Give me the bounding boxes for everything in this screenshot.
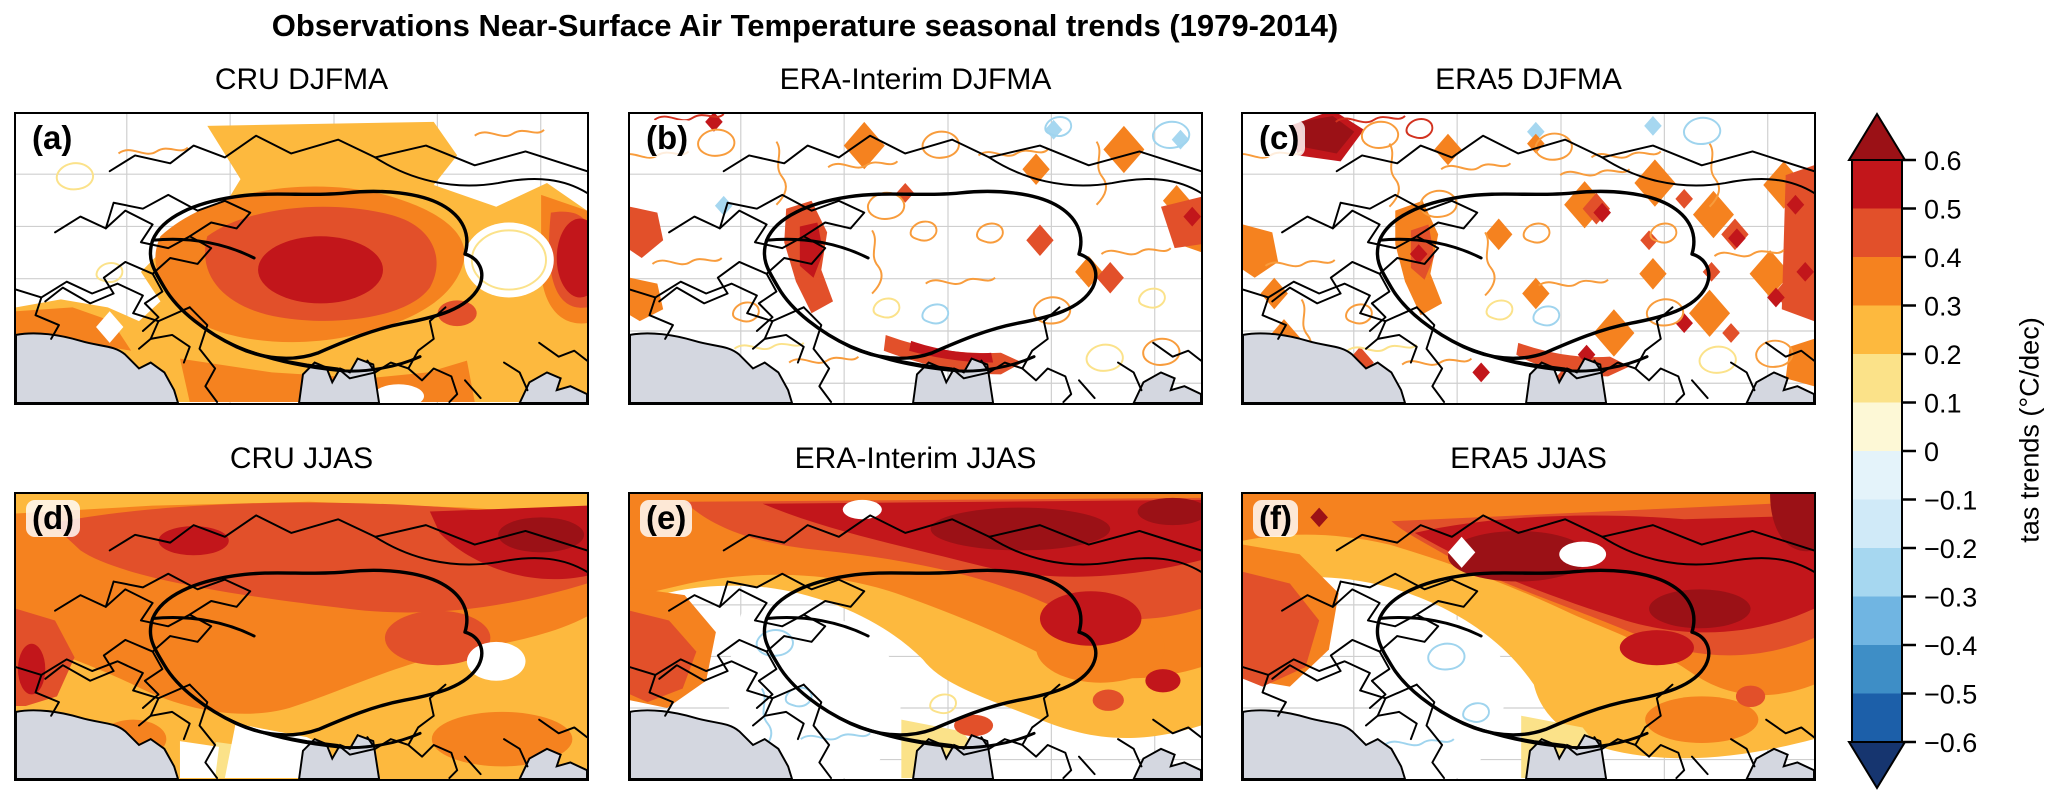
panel-title-f: ERA5 JJAS	[1450, 442, 1607, 475]
colorbar-segment	[1852, 257, 1902, 307]
colorbar-lower-arrow	[1847, 741, 1907, 790]
panel-a-map: (a)	[14, 112, 589, 405]
colorbar-tick-label-0.4: 0.4	[1924, 243, 1962, 273]
colorbar-segment	[1852, 693, 1902, 743]
colorbar-tick-label-−0.3: −0.3	[1924, 583, 1977, 613]
colorbar-segment	[1852, 305, 1902, 355]
colorbar-tick-label-0: 0	[1924, 437, 1939, 467]
panel-f-map: (f)	[1241, 492, 1816, 781]
colorbar-segment	[1852, 160, 1902, 210]
panel-e-map: (e)	[628, 492, 1203, 781]
panel-label-f: (f)	[1253, 500, 1298, 537]
colorbar-upper-arrow	[1847, 112, 1907, 161]
colorbar-axis-label: tas trends (°C/dec)	[2014, 317, 2045, 543]
panel-b-map: (b)	[628, 112, 1203, 405]
panel-title-a: CRU DJFMA	[214, 63, 389, 96]
panel-label-c: (c)	[1253, 120, 1306, 157]
panel-c-map: (c)	[1241, 112, 1816, 405]
colorbar-segment	[1852, 548, 1902, 598]
colorbar-segment	[1852, 451, 1902, 501]
colorbar-tick-label-−0.4: −0.4	[1924, 631, 1977, 661]
colorbar-segment	[1852, 596, 1902, 646]
panel-d-map: (d)	[14, 492, 589, 781]
contour-lines-blue	[921, 116, 1191, 325]
figure-title: Observations Near-Surface Air Temperatur…	[271, 8, 1339, 43]
panel-title-b: ERA-Interim DJFMA	[779, 63, 1052, 96]
colorbar-tick-label-0.5: 0.5	[1924, 195, 1962, 225]
colorbar-tick-label-0.3: 0.3	[1924, 292, 1962, 322]
colorbar-tick-label-−0.5: −0.5	[1924, 680, 1977, 710]
colorbar: 0.6 0.5 0.4 0.3 0.2 0.1 0 −0.1 −0.2 −0.3 −0.4 −0.5 −…	[1847, 112, 1977, 790]
colorbar-segment	[1852, 499, 1902, 549]
colorbar-segment	[1852, 208, 1902, 258]
colorbar-segment	[1852, 645, 1902, 695]
panel-label-e: (e)	[640, 500, 693, 537]
panel-title-d: CRU JJAS	[229, 442, 374, 475]
panel-label-b: (b)	[640, 120, 695, 157]
colorbar-tick-label-−0.2: −0.2	[1924, 534, 1977, 564]
colorbar-tick-label-0.2: 0.2	[1924, 340, 1962, 370]
panel-title-c: ERA5 DJFMA	[1435, 63, 1622, 96]
panel-title-e: ERA-Interim JJAS	[794, 442, 1037, 475]
colorbar-tick-label-−0.6: −0.6	[1924, 728, 1977, 758]
colorbar-tick-label-−0.1: −0.1	[1924, 486, 1977, 516]
panel-label-a: (a)	[26, 120, 79, 157]
colorbar-segment	[1852, 354, 1902, 404]
colorbar-tick-label-0.6: 0.6	[1924, 146, 1962, 176]
contour-lines-orange	[630, 128, 1181, 366]
panel-label-d: (d)	[26, 500, 81, 537]
colorbar-tick-label-0.1: 0.1	[1924, 389, 1962, 419]
colorbar-segment	[1852, 402, 1902, 452]
